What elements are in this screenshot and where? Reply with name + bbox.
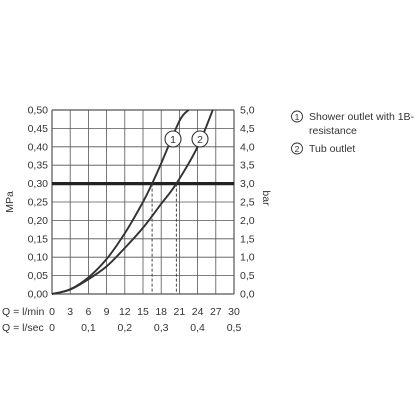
y-left-tick-label: 0,00	[28, 289, 49, 301]
series-marker-1: 1	[164, 130, 182, 148]
y-left-tick-label: 0,50	[28, 105, 49, 117]
y-right-axis-label: bar	[260, 190, 272, 206]
legend-text: Tub outlet	[309, 143, 355, 155]
y-right-tick-label: 1,5	[240, 233, 255, 245]
legend-item: 2 Tub outlet	[291, 142, 355, 155]
x-tick-label: 21	[174, 306, 186, 318]
legend-symbol: 1	[295, 112, 300, 122]
drop-lines	[151, 183, 177, 294]
y-left-tick-label: 0,40	[28, 141, 49, 153]
x-tick-label: 12	[119, 306, 131, 318]
x-tick-label: 27	[210, 306, 222, 318]
y-left-tick-labels: 0,00 0,05 0,10 0,15 0,20 0,25 0,30 0,35 0,40 0,45…	[28, 105, 49, 301]
y-right-tick-label: 1,0	[240, 252, 255, 264]
legend-text: Shower outlet with 1B-	[309, 111, 415, 123]
x-secondary-tick-labels: 0 0,1 0,2 0,3 0,4 0,5	[49, 322, 241, 334]
x-secondary-tick-label: 0,4	[190, 322, 205, 334]
y-left-tick-label: 0,15	[28, 233, 49, 245]
y-left-tick-label: 0,30	[28, 178, 49, 190]
x-row-label: Q = l/min	[2, 306, 44, 318]
series-marker-label: 1	[170, 134, 176, 146]
x-tick-label: 9	[104, 306, 110, 318]
x-secondary-tick-label: 0,3	[154, 322, 169, 334]
x-tick-label: 15	[137, 306, 149, 318]
y-right-tick-label: 4,0	[240, 141, 255, 153]
y-left-tick-label: 0,20	[28, 215, 49, 227]
series-marker-2: 2	[191, 130, 209, 148]
y-right-tick-label: 0,0	[240, 289, 255, 301]
x-secondary-row-label: Q = l/sec	[2, 322, 44, 334]
y-right-tick-label: 2,5	[240, 197, 255, 209]
x-tick-labels: 0 3 6 9 12 15 18 21 24 27 30	[49, 306, 240, 318]
series-line-2	[51, 109, 214, 295]
series-marker-label: 2	[197, 134, 203, 146]
x-tick-label: 6	[85, 306, 91, 318]
y-left-tick-label: 0,45	[28, 123, 49, 135]
x-tick-label: 0	[49, 306, 55, 318]
y-left-axis-label: MPa	[4, 191, 16, 213]
y-left-tick-label: 0,25	[28, 197, 49, 209]
legend-item: 1 Shower outlet with 1B-resistance	[291, 110, 415, 137]
y-right-tick-label: 2,0	[240, 215, 255, 227]
y-left-tick-label: 0,05	[28, 270, 49, 282]
x-secondary-tick-label: 0	[49, 322, 55, 334]
y-left-tick-label: 0,35	[28, 160, 49, 172]
legend-text-continued: resistance	[309, 125, 357, 137]
y-right-tick-label: 0,5	[240, 270, 255, 282]
legend-symbol: 2	[295, 144, 300, 154]
x-secondary-tick-label: 0,1	[81, 322, 96, 334]
y-right-tick-label: 3,0	[240, 178, 255, 190]
y-right-tick-label: 3,5	[240, 160, 255, 172]
y-left-tick-label: 0,10	[28, 252, 49, 264]
y-right-tick-labels: 0,0 0,5 1,0 1,5 2,0 2,5 3,0 3,5 4,0 4,5 5,0	[240, 105, 255, 301]
x-tick-label: 18	[155, 306, 167, 318]
x-tick-label: 24	[192, 306, 204, 318]
x-secondary-tick-label: 0,2	[117, 322, 132, 334]
y-right-tick-label: 5,0	[240, 105, 255, 117]
x-tick-label: 30	[228, 306, 240, 318]
x-tick-label: 3	[67, 306, 73, 318]
y-right-tick-label: 4,5	[240, 123, 255, 135]
x-secondary-tick-label: 0,5	[227, 322, 242, 334]
legend: 1 Shower outlet with 1B-resistance 2 Tub ou…	[291, 110, 415, 155]
